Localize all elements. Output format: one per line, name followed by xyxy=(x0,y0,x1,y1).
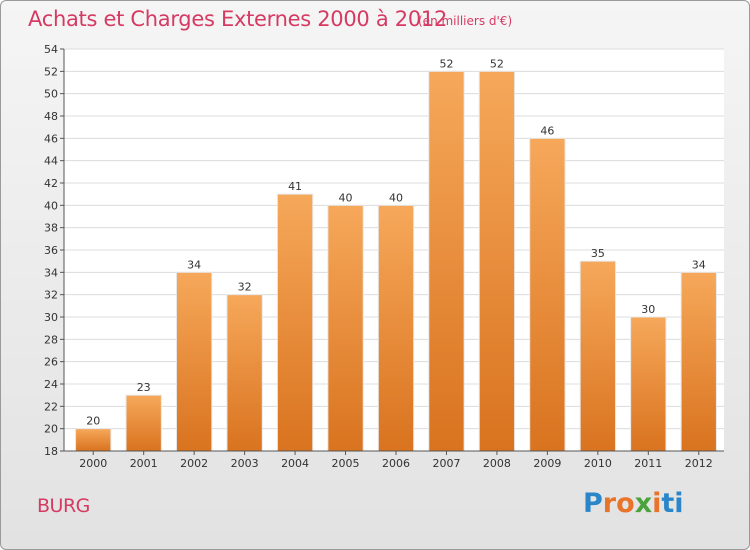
y-tick-label: 30 xyxy=(44,311,58,324)
x-tick-label: 2009 xyxy=(533,457,561,470)
x-tick-label: 2001 xyxy=(130,457,158,470)
bar xyxy=(226,294,263,452)
x-tick-label: 2003 xyxy=(231,457,259,470)
bar xyxy=(428,70,465,452)
x-tick-label: 2005 xyxy=(332,457,360,470)
bar xyxy=(579,260,617,452)
bar xyxy=(478,70,516,452)
bar-value-label: 40 xyxy=(389,191,403,204)
y-tick-label: 34 xyxy=(44,266,58,279)
bar xyxy=(75,428,112,452)
y-tick-label: 24 xyxy=(44,378,58,391)
x-tick-label: 2000 xyxy=(79,457,107,470)
bar xyxy=(276,193,314,452)
bar xyxy=(630,316,667,452)
logo-letter: o xyxy=(616,488,635,519)
bar xyxy=(529,137,566,452)
y-tick-label: 46 xyxy=(44,132,58,145)
y-tick-label: 28 xyxy=(44,333,58,346)
x-tick-label: 2007 xyxy=(432,457,460,470)
y-tick-label: 44 xyxy=(44,155,58,168)
bar-value-label: 30 xyxy=(641,303,655,316)
logo-letter: P xyxy=(583,488,603,519)
bar-value-label: 23 xyxy=(137,381,151,394)
y-tick-label: 20 xyxy=(44,423,58,436)
y-tick-label: 52 xyxy=(44,65,58,78)
y-tick-label: 42 xyxy=(44,177,58,190)
bars: 20 23 34 32 41 40 40 52 52 46 35 30 34 xyxy=(75,57,717,452)
y-tick-label: 54 xyxy=(44,43,58,56)
y-tick-label: 18 xyxy=(44,445,58,458)
bar-value-label: 34 xyxy=(692,258,706,271)
x-tick-label: 2012 xyxy=(685,457,713,470)
x-tick-label: 2011 xyxy=(634,457,662,470)
bar xyxy=(125,394,162,452)
bar-value-label: 52 xyxy=(439,57,453,70)
logo-letter: i xyxy=(652,488,662,519)
bar xyxy=(327,204,364,452)
chart-subtitle: (en milliers d'€) xyxy=(418,14,513,28)
x-tick-label: 2006 xyxy=(382,457,410,470)
bar-value-label: 52 xyxy=(490,57,504,70)
y-tick-label: 50 xyxy=(44,88,58,101)
y-tick-label: 48 xyxy=(44,110,58,123)
y-tick-label: 36 xyxy=(44,244,58,257)
y-tick-label: 40 xyxy=(44,199,58,212)
logo-letter: t xyxy=(661,488,675,519)
bar-value-label: 34 xyxy=(187,258,201,271)
x-tick-label: 2004 xyxy=(281,457,309,470)
y-tick-label: 32 xyxy=(44,289,58,302)
y-tick-label: 22 xyxy=(44,400,58,413)
bar-value-label: 41 xyxy=(288,180,302,193)
y-axis: 18 20 22 24 26 28 30 32 34 36 38 40 42 44 46 48 50 52 54 xyxy=(44,43,724,458)
bar-value-label: 32 xyxy=(238,281,252,294)
logo-letter: r xyxy=(602,488,617,519)
bar xyxy=(377,204,415,452)
bar-value-label: 20 xyxy=(86,415,100,428)
logo-letter: i xyxy=(674,488,684,519)
bar xyxy=(175,271,213,452)
x-tick-label: 2008 xyxy=(483,457,511,470)
x-axis: 2000 2001 2002 2003 2004 2005 2006 2007 2008 2009… xyxy=(79,451,713,470)
chart-title: Achats et Charges Externes 2000 à 2012 xyxy=(28,7,448,31)
bar-value-label: 46 xyxy=(540,124,554,137)
bar xyxy=(680,271,717,452)
logo-letter: x xyxy=(634,488,653,519)
y-tick-label: 38 xyxy=(44,222,58,235)
y-tick-label: 26 xyxy=(44,356,58,369)
proxiti-logo: Proxiti xyxy=(583,488,684,519)
bar-value-label: 35 xyxy=(591,247,605,260)
bar-value-label: 40 xyxy=(339,191,353,204)
x-tick-label: 2002 xyxy=(180,457,208,470)
commune-name: BURG xyxy=(37,495,90,517)
x-tick-label: 2010 xyxy=(584,457,612,470)
